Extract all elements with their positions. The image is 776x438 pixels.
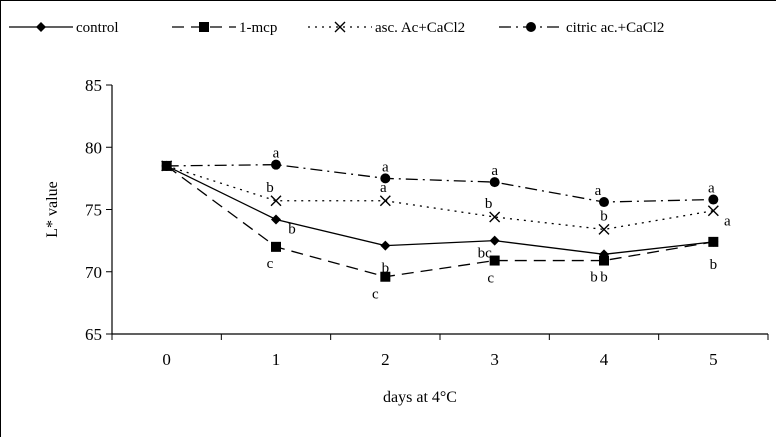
- significance-label: a: [724, 214, 731, 230]
- significance-label: b: [710, 257, 718, 273]
- significance-label: a: [382, 159, 389, 175]
- significance-label: b: [600, 208, 608, 224]
- significance-label: c: [267, 256, 274, 272]
- legend-marker: [199, 22, 209, 32]
- significance-label: b: [600, 269, 608, 285]
- significance-label: a: [491, 163, 498, 179]
- data-point: [271, 242, 281, 252]
- significance-label: a: [708, 181, 715, 197]
- data-point: [271, 214, 281, 224]
- y-tick-label: 70: [85, 263, 102, 282]
- significance-label: bc: [478, 246, 493, 262]
- significance-label: a: [595, 183, 602, 199]
- x-tick-label: 0: [162, 350, 171, 369]
- y-tick-label: 65: [85, 325, 102, 344]
- data-point: [708, 237, 718, 247]
- legend-marker: [526, 22, 536, 32]
- significance-label: b: [266, 180, 274, 196]
- x-tick-label: 1: [272, 350, 281, 369]
- legend-marker: [36, 22, 46, 32]
- significance-label: a: [273, 146, 280, 162]
- data-point: [708, 206, 718, 216]
- significance-label: b: [485, 196, 493, 212]
- y-tick-label: 85: [85, 76, 102, 95]
- x-tick-label: 2: [381, 350, 390, 369]
- data-point: [271, 196, 281, 206]
- x-tick-label: 5: [709, 350, 718, 369]
- data-point: [599, 256, 609, 266]
- legend-label: asc. Ac+CaCl2: [375, 20, 465, 36]
- y-tick-label: 80: [85, 138, 102, 157]
- y-tick-label: 75: [85, 201, 102, 220]
- significance-label: c: [487, 271, 494, 287]
- legend-label: citric ac.+CaCl2: [566, 20, 664, 36]
- legend-label: control: [76, 20, 119, 36]
- significance-label: c: [372, 287, 379, 303]
- significance-label: a: [380, 180, 387, 196]
- significance-label: b: [288, 221, 296, 237]
- x-tick-label: 4: [600, 350, 609, 369]
- data-point: [490, 212, 500, 222]
- data-point: [380, 196, 390, 206]
- data-point: [380, 241, 390, 251]
- series-line-control: [167, 166, 714, 254]
- y-axis-title: L* value: [44, 181, 61, 237]
- data-point: [490, 236, 500, 246]
- significance-label: b: [382, 261, 390, 277]
- series-line-asc-ac-cacl2: [167, 166, 714, 229]
- data-point: [162, 161, 172, 171]
- x-axis-title: days at 4°C: [383, 389, 457, 406]
- x-tick-label: 3: [490, 350, 499, 369]
- significance-label: b: [590, 270, 598, 286]
- series-line-citric-ac-cacl2: [167, 165, 714, 202]
- legend-label: 1-mcp: [239, 20, 277, 36]
- series-line-1-mcp: [167, 166, 714, 277]
